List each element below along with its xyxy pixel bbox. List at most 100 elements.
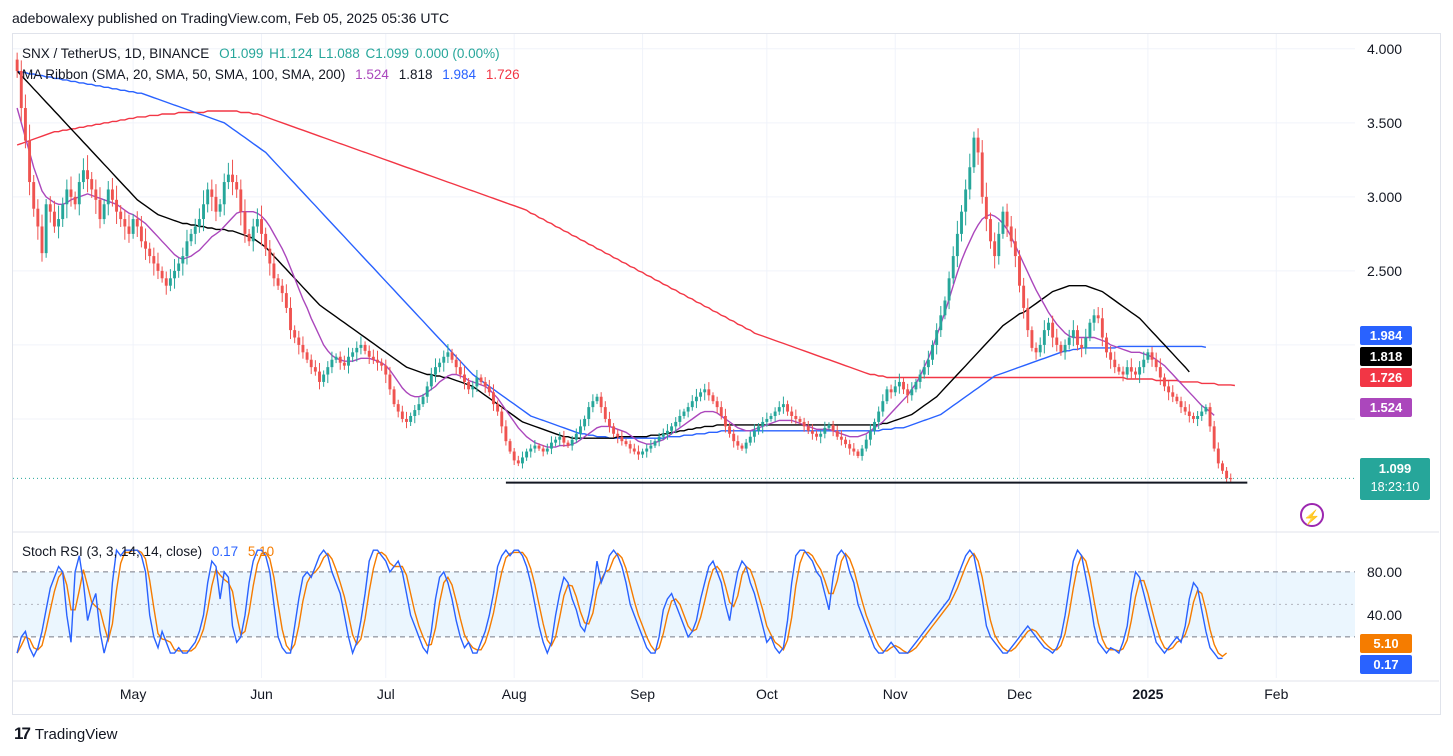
candle — [1129, 358, 1133, 380]
rsi-d-price-label: 5.10 — [1360, 634, 1412, 653]
candle — [968, 153, 972, 200]
candle-body — [218, 204, 222, 212]
candle — [728, 423, 732, 438]
candle-body — [90, 179, 94, 190]
candle-body — [1117, 367, 1121, 372]
candle-body — [504, 426, 508, 442]
candle-body — [210, 189, 214, 197]
candle — [885, 386, 889, 405]
candle — [301, 336, 305, 359]
candle-body — [873, 421, 876, 431]
candle — [545, 443, 549, 455]
candle-body — [1187, 411, 1191, 416]
candle-body — [164, 278, 168, 286]
ma-value-sma50: 1.818 — [398, 67, 433, 82]
candle — [487, 379, 491, 397]
candle — [1038, 337, 1042, 357]
candle — [57, 205, 61, 239]
candle — [947, 271, 951, 310]
candle — [463, 366, 466, 390]
candle-body — [301, 344, 305, 353]
time-axis: May Jun Jul Aug Sep Oct Nov Dec 2025 Feb — [120, 686, 1289, 702]
candle-body — [761, 421, 765, 427]
candle-body — [442, 356, 446, 363]
candle-body — [106, 189, 110, 205]
candle — [599, 392, 603, 414]
candle-body — [168, 278, 172, 286]
candle — [802, 417, 806, 432]
candle — [554, 436, 558, 447]
candle-body — [247, 233, 251, 242]
stoch-rsi-title[interactable]: Stoch RSI (3, 3, 14, 14, close) — [22, 544, 203, 559]
candle — [255, 208, 259, 233]
candle — [653, 438, 657, 448]
candle — [529, 444, 533, 458]
candle — [839, 430, 843, 446]
candle — [603, 401, 607, 423]
candle — [935, 323, 939, 355]
candle-body — [943, 300, 947, 316]
candle — [636, 445, 640, 460]
candle — [591, 394, 595, 413]
candle — [1204, 404, 1208, 415]
candle-body — [44, 204, 48, 254]
symbol-label[interactable]: SNX / TetherUS, 1D, BINANCE — [22, 46, 210, 61]
candle — [1034, 342, 1038, 360]
candle — [181, 247, 185, 276]
chart-frame — [12, 33, 1441, 715]
candle — [475, 369, 479, 392]
candle — [202, 190, 205, 232]
ma-ribbon-title[interactable]: MA Ribbon (SMA, 20, SMA, 50, SMA, 100, S… — [22, 67, 346, 82]
candle — [61, 197, 65, 227]
candle-body — [388, 374, 392, 390]
candle — [342, 355, 346, 370]
tradingview-logo[interactable]: 17 TradingView — [14, 724, 117, 744]
candle-body — [529, 448, 533, 452]
candle-body — [425, 386, 429, 397]
candle — [1125, 360, 1129, 379]
candle-body — [545, 448, 549, 452]
candle — [396, 399, 400, 418]
candle-body — [790, 411, 794, 416]
candle-body — [293, 330, 297, 338]
candle — [1080, 338, 1084, 358]
candle-body — [533, 445, 537, 449]
candle — [761, 417, 765, 434]
candle-body — [1084, 337, 1088, 348]
candle — [570, 435, 574, 451]
candle-body — [723, 415, 727, 427]
candle — [1001, 206, 1005, 239]
candle — [628, 440, 632, 454]
candle — [289, 297, 292, 340]
candle-body — [193, 226, 197, 234]
candle — [32, 175, 36, 217]
candle — [123, 209, 127, 240]
candle-body — [902, 381, 905, 390]
candle — [69, 176, 73, 207]
candle-body — [752, 430, 756, 437]
time-tick-label: Sep — [630, 686, 655, 702]
candle-body — [1042, 330, 1046, 345]
candle-body — [632, 448, 636, 452]
candle-body — [73, 196, 77, 205]
candle-body — [235, 182, 239, 190]
candle-body — [607, 418, 611, 427]
candle — [243, 199, 247, 243]
lightning-icon[interactable]: ⚡ — [1300, 503, 1324, 527]
candle — [77, 173, 81, 216]
candle-body — [57, 219, 61, 227]
candle-body — [508, 441, 512, 452]
candle-body — [997, 233, 1001, 257]
candle — [897, 373, 901, 394]
candle — [918, 369, 922, 389]
candle — [297, 330, 301, 355]
candle — [330, 351, 334, 374]
candle — [1113, 351, 1117, 374]
candle — [160, 266, 164, 283]
candle — [587, 401, 591, 427]
candle-body — [947, 278, 951, 301]
candle — [856, 449, 860, 459]
candle — [226, 162, 230, 190]
candle-body — [15, 59, 19, 72]
candle — [119, 205, 123, 227]
